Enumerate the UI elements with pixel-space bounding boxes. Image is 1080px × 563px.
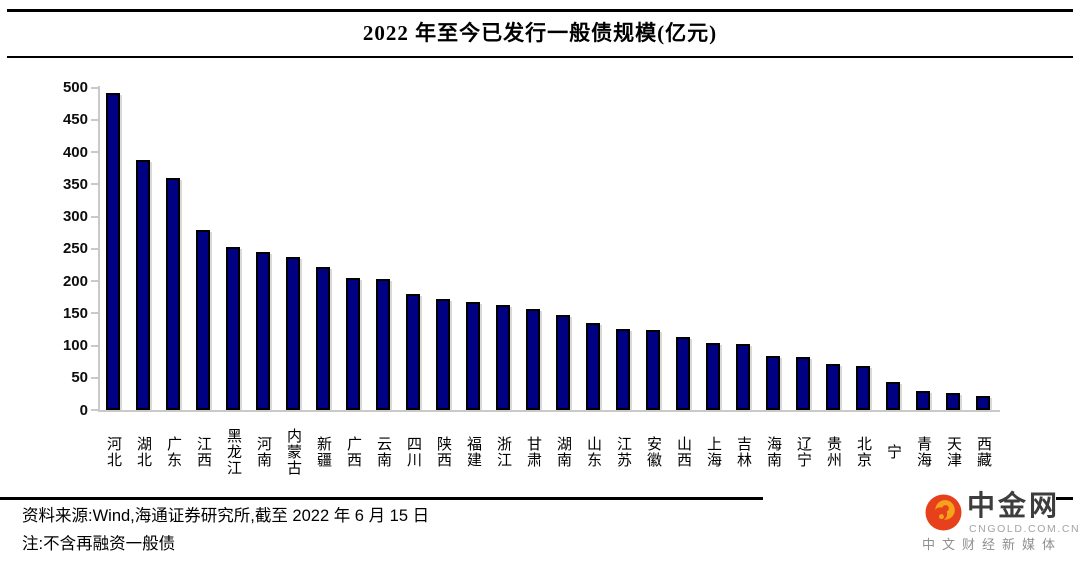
bar-上海 — [706, 342, 720, 410]
bar-广东 — [166, 177, 180, 410]
bar-山东 — [586, 322, 600, 410]
x-label-广西: 广西 — [345, 436, 361, 468]
bar-西藏 — [976, 396, 990, 410]
y-tick-label-0: 0 — [79, 401, 88, 419]
x-label-内蒙古: 内蒙古 — [285, 428, 301, 476]
x-label-西藏: 西藏 — [975, 436, 991, 468]
bar-浙江 — [496, 304, 510, 410]
top-divider — [7, 9, 1073, 12]
x-label-北京: 北京 — [855, 436, 871, 468]
x-label-海南: 海南 — [765, 436, 781, 468]
x-label-四川: 四川 — [405, 436, 421, 468]
x-label-贵州: 贵州 — [825, 436, 841, 468]
bar-宁 — [886, 381, 900, 410]
x-label-天津: 天津 — [945, 436, 961, 468]
y-tick-label-450: 450 — [62, 111, 88, 129]
bar-吉林 — [736, 344, 750, 410]
bar-湖北 — [136, 159, 150, 410]
footer-divider — [0, 497, 763, 500]
logo-tagline: 中文财经新媒体 — [922, 537, 1063, 552]
y-axis-line — [98, 86, 100, 412]
y-tick-label-150: 150 — [62, 304, 88, 322]
bar-甘肃 — [526, 309, 540, 410]
bar-福建 — [466, 302, 480, 410]
x-label-辽宁: 辽宁 — [795, 436, 811, 468]
x-label-福建: 福建 — [465, 436, 481, 468]
x-label-黑龙江: 黑龙江 — [225, 428, 241, 476]
x-label-安徽: 安徽 — [645, 436, 661, 468]
logo-domain: CNGOLD.COM.CN — [969, 523, 1080, 535]
y-tick-label-200: 200 — [62, 272, 88, 290]
source-text: 资料来源:Wind,海通证券研究所,截至 2022 年 6 月 15 日 — [22, 507, 430, 525]
y-tick-500 — [91, 86, 98, 89]
y-tick-label-50: 50 — [71, 369, 88, 387]
title-divider — [7, 56, 1073, 58]
x-label-河北: 河北 — [105, 436, 121, 468]
y-tick-0 — [91, 409, 98, 411]
chart-title: 2022 年至今已发行一般债规模(亿元) — [362, 21, 718, 45]
bar-江苏 — [616, 328, 630, 410]
bar-天津 — [946, 392, 960, 410]
bar-四川 — [406, 293, 420, 410]
y-tick-50 — [91, 376, 98, 379]
y-tick-label-100: 100 — [62, 337, 88, 354]
y-tick-label-400: 400 — [62, 143, 88, 161]
x-label-湖南: 湖南 — [555, 436, 571, 468]
bar-海南 — [766, 355, 780, 410]
y-tick-label-350: 350 — [62, 175, 88, 193]
x-label-山西: 山西 — [675, 436, 691, 468]
y-tick-450 — [91, 118, 98, 121]
bar-广西 — [346, 277, 360, 410]
x-label-山东: 山东 — [585, 436, 601, 468]
x-label-河南: 河南 — [255, 436, 271, 468]
bar-辽宁 — [796, 357, 810, 410]
x-label-上海: 上海 — [705, 436, 721, 468]
y-tick-100 — [91, 344, 98, 347]
bar-新疆 — [316, 267, 330, 410]
y-tick-200 — [91, 280, 98, 282]
bar-陕西 — [436, 299, 450, 410]
bar-山西 — [676, 337, 690, 410]
y-tick-250 — [91, 247, 98, 250]
x-label-江西: 江西 — [195, 436, 211, 468]
bar-河南 — [256, 251, 270, 410]
x-label-新疆: 新疆 — [315, 436, 331, 468]
x-label-湖北: 湖北 — [135, 436, 151, 468]
bar-云南 — [376, 279, 390, 410]
cngold-flame-icon — [925, 494, 962, 531]
bar-安徽 — [646, 330, 660, 410]
x-label-甘肃: 甘肃 — [525, 436, 541, 468]
x-label-江苏: 江苏 — [615, 436, 631, 468]
y-tick-150 — [91, 312, 98, 315]
x-label-广东: 广东 — [165, 436, 181, 468]
y-tick-350 — [91, 183, 98, 186]
logo-name: 中金网 — [967, 491, 1061, 522]
y-tick-400 — [91, 151, 98, 153]
x-label-宁: 宁 — [885, 444, 901, 460]
y-tick-300 — [91, 215, 98, 218]
x-label-浙江: 浙江 — [495, 436, 511, 468]
bar-内蒙古 — [286, 257, 300, 410]
bar-北京 — [856, 366, 870, 410]
y-tick-label-300: 300 — [62, 208, 88, 225]
x-label-吉林: 吉林 — [735, 436, 751, 468]
bar-江西 — [196, 230, 210, 410]
x-label-云南: 云南 — [375, 436, 391, 468]
y-tick-label-500: 500 — [62, 79, 88, 96]
bar-河北 — [106, 93, 120, 410]
footer-divider-right — [1056, 497, 1073, 500]
cngold-logo: 中金网 CNGOLD.COM.CN 中文财经新媒体 — [920, 490, 1079, 556]
note-text: 注:不含再融资一般债 — [22, 535, 176, 553]
y-tick-label-250: 250 — [62, 240, 88, 258]
x-label-陕西: 陕西 — [435, 436, 451, 468]
x-axis-line — [98, 410, 1000, 412]
bar-贵州 — [826, 364, 840, 410]
bar-黑龙江 — [226, 247, 240, 410]
bar-青海 — [916, 390, 930, 410]
bar-湖南 — [556, 314, 570, 410]
x-label-青海: 青海 — [915, 436, 931, 468]
